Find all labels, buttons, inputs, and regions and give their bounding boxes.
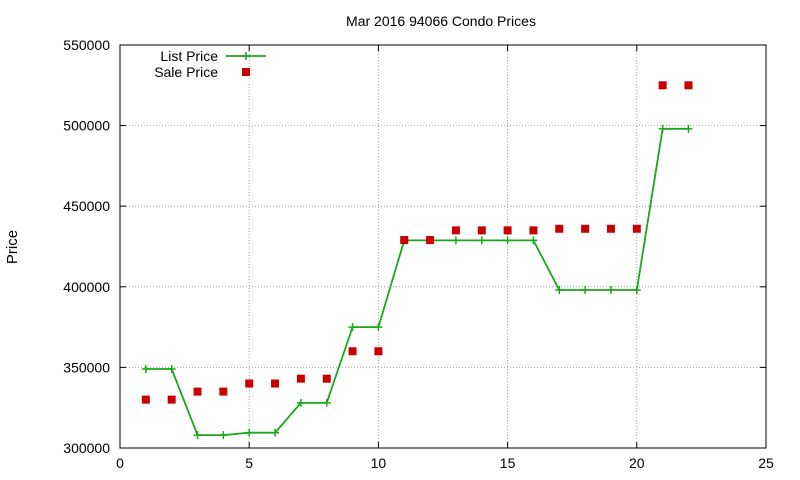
x-tick-label: 10 — [371, 455, 387, 471]
list-price-point — [245, 428, 254, 437]
sale-price-point — [245, 379, 254, 388]
sale-price-point — [606, 224, 615, 233]
list-price-point — [581, 286, 590, 295]
x-tick-label: 5 — [245, 455, 253, 471]
sale-price-point — [167, 395, 176, 404]
chart-title: Mar 2016 94066 Condo Prices — [346, 13, 536, 29]
sale-price-point — [684, 81, 693, 90]
sale-price-point — [219, 387, 228, 396]
sale-price-point — [555, 224, 564, 233]
sale-price-point — [503, 226, 512, 235]
sale-price-point — [477, 226, 486, 235]
list-price-point — [348, 323, 357, 332]
y-tick-label: 500000 — [63, 118, 110, 134]
series-sale-price — [141, 81, 693, 404]
sale-price-point — [374, 347, 383, 356]
list-price-point — [451, 236, 460, 245]
sale-price-point — [426, 236, 435, 245]
x-tick-label: 15 — [500, 455, 516, 471]
legend-point-sample — [242, 68, 250, 76]
list-price-point — [296, 398, 305, 407]
y-tick-label: 300000 — [63, 440, 110, 456]
axis-ticks: 0 5 10 15 20 25 300000 350000 400000 450000 500000… — [63, 37, 774, 471]
list-price-point — [606, 286, 615, 295]
x-tick-label: 25 — [758, 455, 774, 471]
y-tick-label: 350000 — [63, 359, 110, 375]
legend-label: List Price — [160, 48, 218, 64]
list-price-point — [503, 236, 512, 245]
list-price-point — [167, 365, 176, 374]
legend-point-sample — [242, 52, 250, 60]
grid — [120, 45, 766, 448]
series-layer — [141, 81, 693, 440]
list-price-point — [684, 124, 693, 133]
sale-price-point — [581, 224, 590, 233]
plot-frame — [119, 44, 767, 449]
x-tick-label: 20 — [629, 455, 645, 471]
list-price-point — [322, 398, 331, 407]
y-tick-label: 550000 — [63, 37, 110, 53]
list-price-point — [632, 286, 641, 295]
sale-price-point — [632, 224, 641, 233]
y-tick-label: 400000 — [63, 279, 110, 295]
list-price-point — [374, 323, 383, 332]
list-price-point — [141, 365, 150, 374]
sale-price-point — [348, 347, 357, 356]
sale-price-point — [451, 226, 460, 235]
y-tick-label: 450000 — [63, 198, 110, 214]
list-price-point — [193, 431, 202, 440]
sale-price-point — [193, 387, 202, 396]
sale-price-point — [658, 81, 667, 90]
list-price-point — [555, 286, 564, 295]
sale-price-point — [296, 374, 305, 383]
list-price-point — [271, 428, 280, 437]
sale-price-point — [322, 374, 331, 383]
list-price-point — [477, 236, 486, 245]
sale-price-point — [271, 379, 280, 388]
list-price-point — [658, 124, 667, 133]
sale-price-point — [529, 226, 538, 235]
sale-price-point — [400, 236, 409, 245]
x-tick-label: 0 — [116, 455, 124, 471]
y-axis-label: Price — [4, 230, 21, 264]
list-price-point — [219, 431, 228, 440]
sale-price-point — [141, 395, 150, 404]
legend-label: Sale Price — [154, 64, 218, 80]
list-price-point — [529, 236, 538, 245]
list-price-line — [145, 127, 689, 437]
